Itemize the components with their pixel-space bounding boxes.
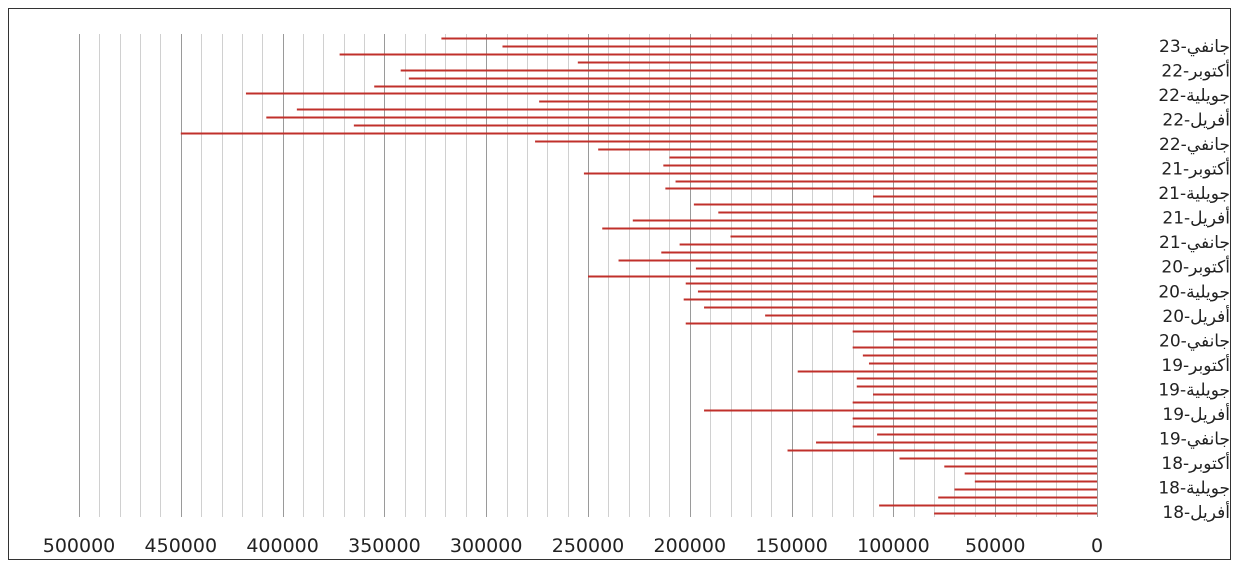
y-tick-label: جانفي-20 bbox=[1159, 331, 1230, 351]
y-tick-label: جويلية-22 bbox=[1158, 86, 1230, 106]
x-tick-label: 250000 bbox=[552, 535, 625, 557]
y-tick-label: أفريل-18 bbox=[1162, 501, 1230, 523]
y-tick-label: أفريل-19 bbox=[1162, 403, 1230, 425]
y-tick-label: جانفي-19 bbox=[1159, 429, 1230, 449]
y-tick-label: أكتوبر-19 bbox=[1161, 354, 1230, 376]
y-tick-label: جانفي-22 bbox=[1159, 135, 1230, 155]
x-tick-label: 150000 bbox=[755, 535, 828, 557]
y-tick-label: أفريل-22 bbox=[1162, 109, 1230, 131]
y-tick-label: جانفي-23 bbox=[1159, 37, 1230, 57]
x-tick-label: 500000 bbox=[43, 535, 116, 557]
y-tick-label: أفريل-20 bbox=[1162, 305, 1230, 327]
x-tick-label: 50000 bbox=[965, 535, 1025, 557]
y-tick-label: أكتوبر-21 bbox=[1161, 158, 1230, 180]
x-tick-label: 450000 bbox=[145, 535, 218, 557]
y-tick-label: جويلية-19 bbox=[1158, 380, 1230, 400]
y-axis-tick-labels: أفريل-18 جويلية-18 أكتوبر-18 جانفي-19 أفريل-… bbox=[1158, 37, 1230, 523]
x-tick-label: 200000 bbox=[654, 535, 727, 557]
y-tick-label: أكتوبر-22 bbox=[1161, 60, 1230, 82]
x-tick-label: 100000 bbox=[857, 535, 930, 557]
x-axis-tick-labels: 0 50000 100000 150000 200000 250000 300000 3500… bbox=[43, 535, 1103, 557]
chart-frame bbox=[8, 8, 1231, 560]
x-tick-label: 300000 bbox=[450, 535, 523, 557]
y-tick-label: أفريل-21 bbox=[1162, 207, 1230, 229]
y-tick-label: جويلية-20 bbox=[1158, 282, 1230, 302]
y-tick-label: أكتوبر-20 bbox=[1161, 256, 1230, 278]
x-tick-label: 350000 bbox=[348, 535, 421, 557]
y-tick-label: أكتوبر-18 bbox=[1161, 452, 1230, 474]
y-tick-label: جويلية-21 bbox=[1158, 184, 1230, 204]
y-tick-label: جويلية-18 bbox=[1158, 478, 1230, 498]
x-tick-label: 0 bbox=[1091, 535, 1103, 557]
bar-series bbox=[180, 37, 1097, 515]
x-tick-label: 400000 bbox=[246, 535, 319, 557]
y-tick-label: جانفي-21 bbox=[1159, 233, 1230, 253]
